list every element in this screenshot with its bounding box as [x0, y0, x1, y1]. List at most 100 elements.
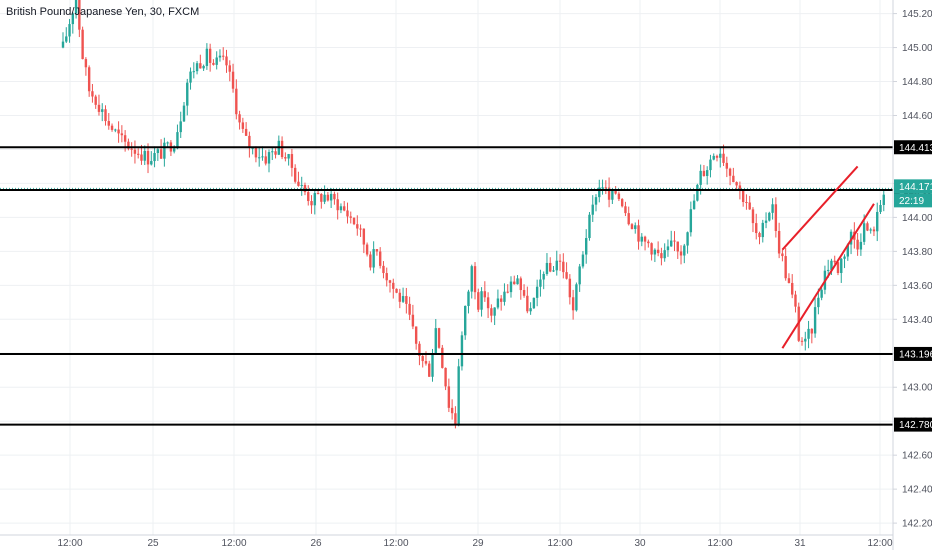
candle-body: [392, 282, 395, 289]
candle-body: [532, 297, 536, 309]
candle-body: [186, 82, 189, 106]
price-tick-label: 144.000: [902, 213, 932, 224]
candle-body: [258, 157, 261, 159]
candle-body: [84, 59, 88, 68]
candle-body: [231, 71, 235, 89]
candle-body: [218, 55, 222, 58]
candle-body: [519, 278, 522, 291]
candle-body: [686, 232, 689, 246]
candle-body: [745, 202, 748, 204]
candle-body: [846, 244, 849, 257]
candle-body: [346, 210, 349, 217]
candle-body: [591, 204, 594, 215]
candle-body: [61, 41, 65, 48]
candle-body: [866, 223, 869, 231]
candle-body: [876, 211, 879, 232]
level-price-tag: 142.780: [899, 420, 932, 431]
candle-body: [676, 241, 679, 252]
candle-body: [414, 326, 418, 344]
candle-body: [486, 297, 490, 309]
candle-body: [506, 291, 509, 293]
candle-body: [882, 194, 885, 205]
candle-body: [127, 141, 130, 149]
level-price-tag-bg: [894, 346, 932, 361]
candle-body: [215, 57, 218, 65]
candle-body: [702, 170, 706, 176]
candle-body: [473, 266, 477, 293]
candle-body: [800, 340, 804, 342]
level-price-tag-bg: [894, 417, 932, 432]
candle-body: [78, 0, 81, 30]
candle-body: [741, 190, 745, 203]
candle-body: [640, 236, 643, 242]
candle-body: [434, 328, 437, 354]
candle-body: [777, 230, 781, 254]
bar-countdown-tag: 22:19: [899, 196, 924, 207]
candle-body: [836, 262, 840, 273]
candle-body: [202, 65, 205, 69]
candle-body: [280, 140, 284, 158]
candle-body: [549, 262, 552, 272]
candle-body: [588, 214, 591, 239]
candle-body: [385, 273, 388, 281]
candle-body: [637, 225, 640, 242]
candle-body: [320, 194, 323, 202]
candle-body: [182, 105, 186, 122]
candle-body: [428, 363, 431, 377]
level-price-tag: 143.196: [899, 349, 932, 360]
candle-body: [810, 328, 814, 334]
candle-body: [457, 366, 460, 425]
candle-body: [372, 249, 375, 268]
candle-body: [627, 213, 630, 225]
channel-trendline[interactable]: [781, 165, 859, 251]
candle-body: [235, 88, 238, 115]
candle-body: [244, 128, 248, 136]
candle-body: [725, 162, 729, 169]
candle-body: [830, 260, 833, 270]
candle-body: [578, 266, 581, 285]
candle-body: [617, 193, 621, 200]
candle-body: [74, 0, 78, 14]
candle-body: [535, 286, 539, 298]
candle-body: [395, 288, 398, 293]
candle-body: [365, 244, 369, 255]
price-tick-label: 143.800: [902, 247, 932, 258]
candle-body: [464, 305, 467, 336]
channel-lines[interactable]: [781, 165, 875, 349]
candle-body: [650, 243, 653, 255]
candle-body: [817, 297, 820, 308]
candle-body: [369, 254, 372, 268]
candle-body: [454, 413, 457, 425]
candle-body: [869, 229, 872, 231]
candle-body: [300, 184, 303, 186]
candle-body: [493, 307, 496, 316]
candle-body: [732, 175, 735, 183]
price-axis[interactable]: 145.200145.000144.800144.600144.400144.2…: [892, 0, 932, 550]
candle-body: [879, 204, 882, 212]
candle-body: [137, 153, 140, 155]
candle-body: [791, 282, 794, 295]
candle-body: [859, 241, 863, 250]
horizontal-levels[interactable]: [0, 146, 893, 426]
candle-body: [156, 149, 160, 154]
price-tick-label: 143.000: [902, 383, 932, 394]
candle-body: [195, 63, 199, 72]
candle-body: [555, 260, 558, 271]
candle-body: [329, 193, 333, 201]
candlestick-series: [61, 0, 885, 429]
candle-body: [647, 241, 650, 244]
candle-body: [516, 278, 519, 285]
candle-body: [205, 48, 209, 66]
candle-body: [542, 273, 545, 280]
candle-body: [424, 361, 428, 364]
candle-body: [130, 148, 133, 150]
channel-trendline[interactable]: [781, 203, 875, 349]
candle-body: [748, 202, 751, 210]
candle-body: [614, 189, 617, 194]
candle-body: [715, 155, 719, 158]
time-axis[interactable]: 12:00 25 12:00 26 12:00 29 12:00 30 12:00 31 12:00: [0, 534, 893, 549]
candle-body: [784, 256, 787, 279]
candle-body: [581, 254, 585, 267]
